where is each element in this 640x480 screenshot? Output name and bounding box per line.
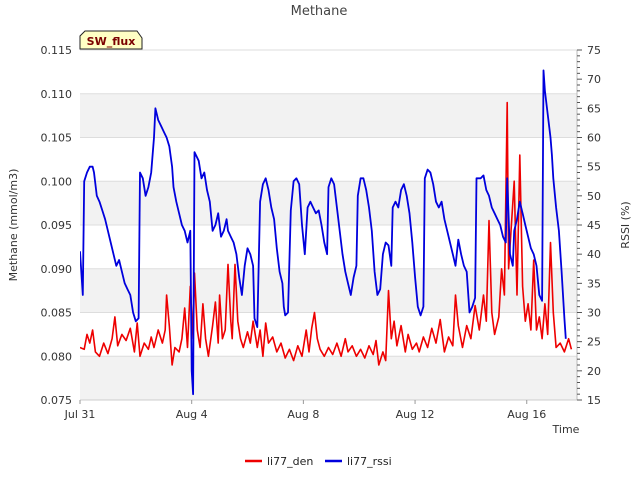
y-left-tick-label: 0.090 (41, 263, 73, 276)
y-right-tick-label: 30 (587, 307, 601, 320)
y-left-tick-label: 0.105 (41, 132, 73, 145)
x-axis-title: Time (552, 423, 580, 436)
y-right-tick-labels: 15 20 25 30 35 40 45 50 55 60 65 70 75 (587, 44, 601, 407)
sw-flux-badge: SW_flux (79, 30, 143, 50)
legend-label-li77-rssi: li77_rssi (347, 455, 392, 468)
y-left-tick-labels: 0.075 0.080 0.085 0.090 0.095 0.100 0.105 0.110… (41, 44, 73, 407)
chart-title: Methane (291, 4, 348, 19)
y-right-tick-label: 40 (587, 248, 601, 261)
y-right-axis-title: RSSI (%) (619, 201, 632, 248)
y-right-tick-label: 15 (587, 394, 601, 407)
x-tick-label: Aug 12 (396, 408, 435, 421)
y-right-tick-label: 75 (587, 44, 601, 57)
y-right-tick-label: 45 (587, 219, 601, 232)
legend-label-li77-den: li77_den (267, 455, 313, 468)
y-right-tick-label: 50 (587, 190, 601, 203)
plot-band (80, 137, 577, 182)
badge-shape (79, 30, 143, 50)
plot-band (80, 356, 577, 400)
x-tick-label: Aug 16 (507, 408, 546, 421)
badge-label: SW_flux (87, 35, 136, 48)
y-right-tick-label: 70 (587, 73, 601, 86)
y-right-tick-label: 60 (587, 132, 601, 145)
x-tick-label: Aug 4 (176, 408, 208, 421)
legend: li77_den li77_rssi (245, 455, 392, 468)
plot-band (80, 268, 577, 313)
y-left-tick-label: 0.095 (41, 219, 73, 232)
y-right-tick-label: 35 (587, 277, 601, 290)
x-tick-label: Aug 8 (287, 408, 319, 421)
plot-band (80, 312, 577, 357)
y-left-tick-label: 0.080 (41, 350, 73, 363)
y-left-tick-label: 0.085 (41, 307, 73, 320)
plot-band (80, 50, 577, 94)
y-right-minor-ticks (577, 49, 582, 401)
series-layer (80, 69, 573, 396)
x-tick-labels: Jul 31 Aug 4 Aug 8 Aug 12 Aug 16 (64, 400, 546, 421)
x-tick-label: Jul 31 (64, 408, 96, 421)
y-left-tick-label: 0.100 (41, 175, 73, 188)
y-left-tick-label: 0.110 (41, 88, 73, 101)
series-line-li77-rssi (80, 69, 567, 396)
series-line-li77-den (80, 101, 573, 366)
y-left-tick-label: 0.075 (41, 394, 73, 407)
y-right-tick-label: 65 (587, 102, 601, 115)
y-left-axis-title: Methane (mmol/m3) (7, 169, 20, 282)
plot-band (80, 225, 577, 269)
y-right-tick-label: 25 (587, 336, 601, 349)
y-left-tick-label: 0.115 (41, 44, 73, 57)
y-right-tick-label: 55 (587, 161, 601, 174)
y-right-tick-label: 20 (587, 365, 601, 378)
